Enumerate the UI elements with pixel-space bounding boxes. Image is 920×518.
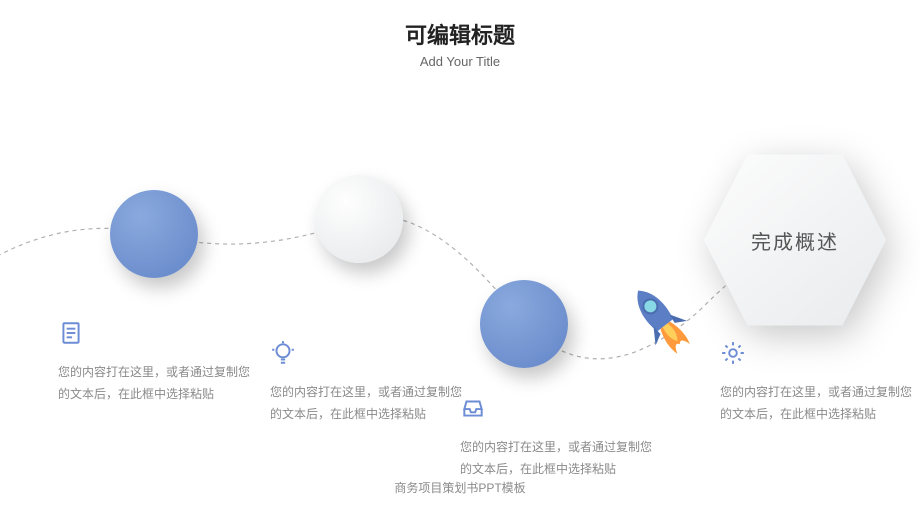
item-1: 您的内容打在这里，或者通过复制您的文本后，在此框中选择粘贴 xyxy=(58,320,258,405)
item-text: 您的内容打在这里，或者通过复制您的文本后，在此框中选择粘贴 xyxy=(270,381,470,425)
header: 可编辑标题 Add Your Title xyxy=(0,0,920,69)
item-4: 您的内容打在这里，或者通过复制您的文本后，在此框中选择粘贴 xyxy=(720,340,920,425)
footer-text: 商务项目策划书PPT模板 xyxy=(0,479,920,496)
page-title: 可编辑标题 xyxy=(0,18,920,50)
gear-icon xyxy=(720,340,920,371)
item-3: 您的内容打在这里，或者通过复制您的文本后，在此框中选择粘贴 xyxy=(460,395,660,480)
document-icon xyxy=(58,320,258,351)
inbox-icon xyxy=(460,395,660,426)
node-circle-1 xyxy=(110,190,198,278)
item-text: 您的内容打在这里，或者通过复制您的文本后，在此框中选择粘贴 xyxy=(58,361,258,405)
page-subtitle: Add Your Title xyxy=(0,54,920,69)
node-hexagon: 完成概述 xyxy=(700,145,890,335)
item-text: 您的内容打在这里，或者通过复制您的文本后，在此框中选择粘贴 xyxy=(720,381,920,425)
bulb-icon xyxy=(270,340,470,371)
item-2: 您的内容打在这里，或者通过复制您的文本后，在此框中选择粘贴 xyxy=(270,340,470,425)
node-circle-2 xyxy=(315,175,403,263)
node-circle-3 xyxy=(480,280,568,368)
item-text: 您的内容打在这里，或者通过复制您的文本后，在此框中选择粘贴 xyxy=(460,436,660,480)
hexagon-label: 完成概述 xyxy=(751,226,839,255)
rocket-icon xyxy=(615,272,711,373)
